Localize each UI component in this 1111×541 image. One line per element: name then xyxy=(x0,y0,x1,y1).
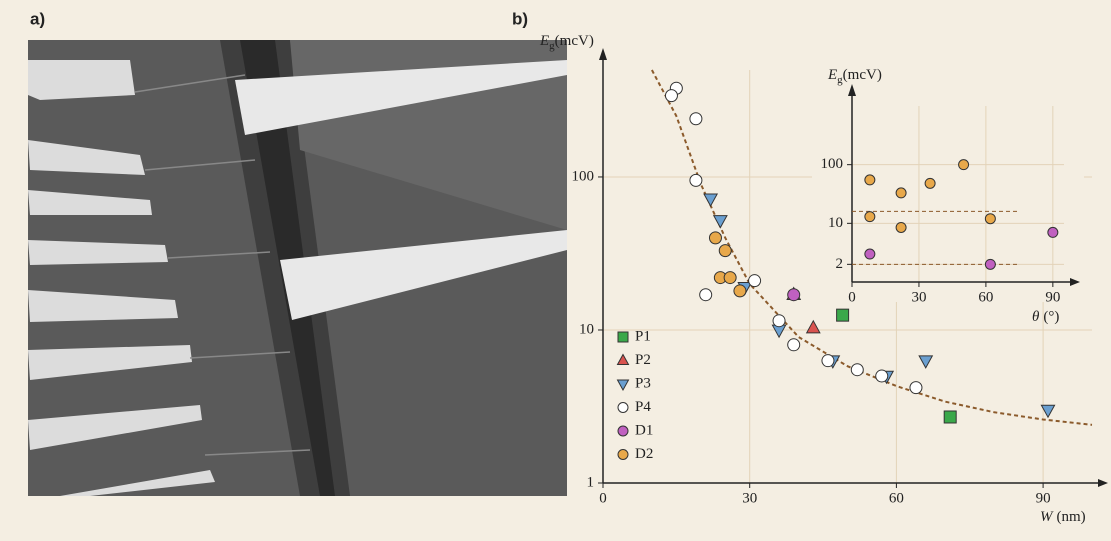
marker xyxy=(689,112,703,126)
y-tick-label: 1 xyxy=(587,474,595,490)
marker xyxy=(617,449,629,460)
label-part: (mcV) xyxy=(555,33,594,49)
x-tick-label: 0 xyxy=(848,289,856,305)
y-tick-label: 100 xyxy=(821,156,844,172)
marker xyxy=(664,89,678,103)
marker xyxy=(748,274,762,288)
marker xyxy=(616,379,630,392)
legend-label: D1 xyxy=(635,422,653,438)
marker xyxy=(864,248,876,260)
marker xyxy=(772,314,786,328)
marker xyxy=(712,215,728,229)
marker xyxy=(1040,404,1056,419)
y-tick-label: 10 xyxy=(828,215,843,231)
marker xyxy=(708,231,722,245)
marker xyxy=(918,355,934,369)
y-axis-label: Eg(mcV) xyxy=(539,33,594,51)
x-axis-label: θ (°) xyxy=(1032,309,1059,325)
marker xyxy=(836,308,850,322)
marker xyxy=(895,221,907,233)
x-tick-label: 30 xyxy=(911,289,926,305)
marker xyxy=(787,288,801,302)
marker xyxy=(850,363,864,377)
label-part: E xyxy=(827,67,837,83)
marker xyxy=(723,271,737,285)
marker xyxy=(617,402,629,413)
marker xyxy=(703,193,719,208)
axis-arrow xyxy=(848,84,856,96)
marker xyxy=(958,159,970,171)
marker xyxy=(718,244,732,258)
x-tick-label: 30 xyxy=(742,490,757,506)
legend-label: P3 xyxy=(635,375,651,391)
marker xyxy=(733,284,747,298)
panel-label: a) xyxy=(30,9,45,28)
marker xyxy=(689,173,703,187)
x-tick-label: 90 xyxy=(1036,490,1051,506)
label-part: g xyxy=(837,74,843,86)
marker xyxy=(699,288,713,302)
legend-label: P2 xyxy=(635,352,651,368)
marker xyxy=(617,425,629,437)
legend-label: D2 xyxy=(635,446,653,462)
y-tick-label: 2 xyxy=(836,256,844,272)
marker xyxy=(616,353,630,365)
legend-label: P1 xyxy=(635,328,651,344)
marker xyxy=(1047,226,1059,238)
marker xyxy=(924,177,936,189)
panel-label: b) xyxy=(512,9,528,28)
marker xyxy=(821,354,835,368)
label-part: (nm) xyxy=(1057,509,1086,525)
axis-arrow xyxy=(1098,479,1108,487)
x-tick-label: 60 xyxy=(978,289,993,305)
x-axis-label: W (nm) xyxy=(1040,509,1086,525)
x-tick-label: 60 xyxy=(889,490,904,506)
label-part: (mcV) xyxy=(843,67,882,83)
marker xyxy=(787,338,801,352)
marker xyxy=(909,381,923,395)
marker xyxy=(805,319,821,334)
label-part: θ xyxy=(1032,309,1040,325)
label-part: g xyxy=(549,40,555,52)
marker xyxy=(984,213,996,225)
label-part: (°) xyxy=(1043,309,1059,325)
axis-arrow xyxy=(599,48,607,60)
y-tick-label: 10 xyxy=(579,321,594,337)
y-tick-label: 100 xyxy=(572,168,595,184)
marker xyxy=(895,187,907,199)
marker xyxy=(984,258,996,270)
y-axis-label: Eg(mcV) xyxy=(827,67,882,85)
marker xyxy=(864,174,876,186)
inset-background xyxy=(812,66,1084,302)
marker xyxy=(875,369,889,383)
label-part: E xyxy=(539,33,549,49)
legend-label: P4 xyxy=(635,399,651,415)
label-part: W xyxy=(1040,509,1054,525)
marker xyxy=(617,331,629,343)
micrograph xyxy=(28,40,567,496)
marker xyxy=(864,211,876,223)
fit-curve xyxy=(651,69,1093,426)
axis-arrow xyxy=(1070,278,1080,286)
x-tick-label: 0 xyxy=(599,490,607,506)
marker xyxy=(943,410,957,424)
x-tick-label: 90 xyxy=(1045,289,1060,305)
